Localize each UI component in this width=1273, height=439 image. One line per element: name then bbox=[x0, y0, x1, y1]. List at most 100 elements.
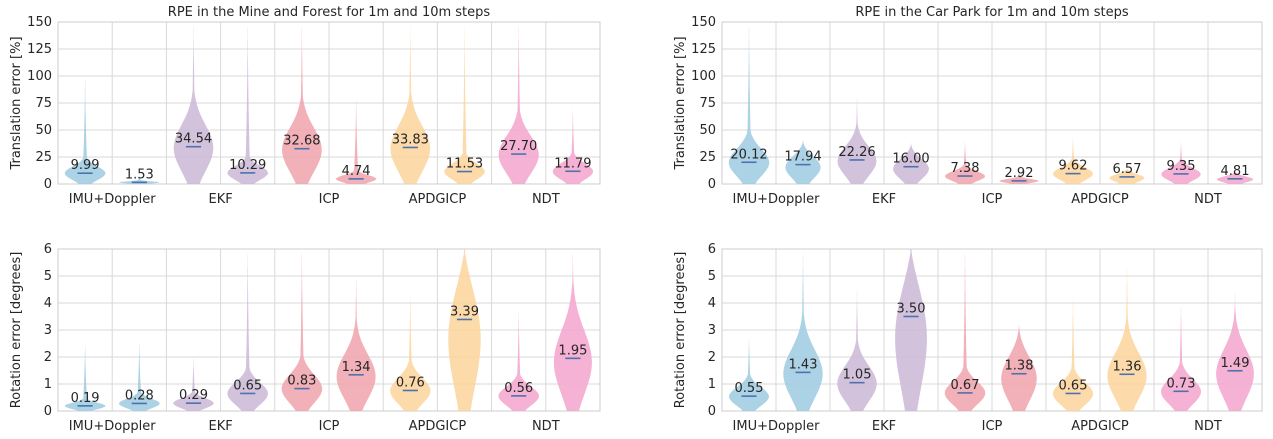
median-value-label: 1.53 bbox=[125, 167, 154, 182]
y-tick-label: 25 bbox=[35, 150, 52, 165]
violin-icp-10m bbox=[335, 97, 377, 184]
x-category-label: EKF bbox=[208, 419, 232, 434]
median-value-label: 0.56 bbox=[504, 381, 533, 396]
violin-ndt-10m bbox=[1216, 289, 1254, 411]
x-category-label: IMU+Doppler bbox=[733, 419, 821, 434]
chart-panel-2: 0 25 50 75 100 125 150 20.12 17.94 22.26 16.00 7.38… bbox=[673, 5, 1263, 207]
median-value-label: 22.26 bbox=[838, 145, 875, 160]
chart-title: RPE in the Car Park for 1m and 10m steps bbox=[855, 5, 1129, 20]
violin-ekf-10m bbox=[893, 143, 929, 184]
y-tick-label: 50 bbox=[35, 123, 52, 138]
y-tick-label: 6 bbox=[44, 242, 52, 257]
median-value-label: 32.68 bbox=[283, 134, 320, 149]
y-tick-label: 6 bbox=[708, 242, 716, 257]
chart-panel-3: 0 1 2 3 4 5 6 0.19 0.28 0.29 0.65 0.83 1.34 0.76 3.39 0… bbox=[9, 242, 601, 434]
violin-imu-1m bbox=[64, 343, 106, 411]
axes-frame bbox=[57, 21, 601, 185]
violin-apdgicp-1m bbox=[1052, 292, 1094, 411]
y-tick-label: 3 bbox=[708, 323, 716, 338]
violin-apdgicp-1m bbox=[1053, 135, 1093, 184]
y-tick-label: 1 bbox=[44, 377, 52, 392]
y-tick-label: 1 bbox=[708, 377, 716, 392]
violin-ekf-1m bbox=[173, 22, 214, 184]
violin-ekf-1m bbox=[173, 357, 214, 411]
median-value-label: 9.99 bbox=[71, 158, 100, 173]
median-value-label: 0.65 bbox=[1059, 378, 1088, 393]
x-category-label: ICP bbox=[982, 192, 1003, 207]
y-tick-label: 0 bbox=[44, 177, 52, 192]
violin-imu-10m bbox=[785, 140, 821, 184]
x-category-label: APDGICP bbox=[409, 192, 467, 207]
median-value-label: 6.57 bbox=[1113, 162, 1142, 177]
x-category-label: IMU+Doppler bbox=[69, 192, 157, 207]
median-value-label: 1.49 bbox=[1221, 356, 1250, 371]
violin-apdgicp-10m bbox=[1107, 262, 1147, 411]
y-tick-label: 5 bbox=[44, 269, 52, 284]
median-value-label: 9.35 bbox=[1167, 159, 1196, 174]
violin-imu-1m bbox=[729, 335, 769, 411]
violin-apdgicp-1m bbox=[390, 289, 431, 411]
violin-icp-1m bbox=[944, 249, 986, 411]
median-value-label: 4.74 bbox=[342, 164, 371, 179]
median-value-label: 20.12 bbox=[730, 147, 767, 162]
y-axis-label: Translation error [%] bbox=[673, 36, 688, 170]
median-value-label: 7.38 bbox=[951, 161, 980, 176]
median-value-label: 4.81 bbox=[1221, 164, 1250, 179]
median-value-label: 2.92 bbox=[1005, 166, 1034, 181]
x-category-label: ICP bbox=[319, 192, 340, 207]
chart-panel-1: 0 25 50 75 100 125 150 9.99 1.53 34.54 10.29 32.68 4… bbox=[9, 5, 601, 207]
median-value-label: 17.94 bbox=[784, 150, 821, 165]
violin-ekf-10m bbox=[227, 249, 269, 411]
median-value-label: 0.29 bbox=[179, 388, 208, 403]
x-category-label: APDGICP bbox=[1071, 192, 1129, 207]
median-value-label: 1.38 bbox=[1005, 359, 1034, 374]
median-value-label: 11.53 bbox=[446, 157, 483, 172]
median-value-label: 0.73 bbox=[1167, 376, 1196, 391]
median-value-label: 1.95 bbox=[558, 343, 587, 358]
y-tick-label: 125 bbox=[27, 42, 52, 57]
median-value-label: 9.62 bbox=[1059, 159, 1088, 174]
y-tick-label: 4 bbox=[708, 296, 716, 311]
y-tick-label: 3 bbox=[44, 323, 52, 338]
violin-icp-10m bbox=[1001, 324, 1037, 411]
y-tick-label: 75 bbox=[699, 96, 716, 111]
chart-panel-4: 0 1 2 3 4 5 6 0.55 1.43 1.05 3.50 0.67 1.38 0.65 1.36 0… bbox=[673, 242, 1263, 434]
x-category-label: NDT bbox=[532, 192, 560, 207]
y-tick-label: 2 bbox=[44, 350, 52, 365]
violin-icp-1m bbox=[281, 249, 323, 411]
median-value-label: 3.39 bbox=[450, 304, 479, 319]
violin-ndt-1m bbox=[1161, 140, 1201, 184]
median-value-label: 16.00 bbox=[892, 152, 929, 167]
y-tick-label: 5 bbox=[708, 269, 716, 284]
median-value-label: 3.50 bbox=[897, 302, 926, 317]
median-value-label: 27.70 bbox=[500, 139, 537, 154]
violin-icp-1m bbox=[945, 140, 985, 184]
axes-frame bbox=[57, 248, 601, 412]
x-category-label: ICP bbox=[319, 419, 340, 434]
median-value-label: 0.55 bbox=[735, 381, 764, 396]
y-tick-label: 125 bbox=[691, 42, 716, 57]
x-category-label: APDGICP bbox=[409, 419, 467, 434]
y-tick-label: 50 bbox=[699, 123, 716, 138]
x-category-label: IMU+Doppler bbox=[69, 419, 157, 434]
y-tick-label: 2 bbox=[708, 350, 716, 365]
violin-ekf-1m bbox=[837, 95, 877, 184]
x-category-label: APDGICP bbox=[1071, 419, 1129, 434]
x-category-label: NDT bbox=[1194, 192, 1222, 207]
y-tick-label: 100 bbox=[27, 69, 52, 84]
median-value-label: 0.76 bbox=[396, 375, 425, 390]
y-tick-label: 150 bbox=[691, 15, 716, 30]
median-value-label: 11.79 bbox=[554, 156, 591, 171]
median-value-label: 1.34 bbox=[342, 360, 371, 375]
x-category-label: EKF bbox=[208, 192, 232, 207]
violin-ndt-1m bbox=[498, 22, 539, 184]
y-axis-label: Translation error [%] bbox=[9, 36, 24, 170]
x-category-label: NDT bbox=[1194, 419, 1222, 434]
violin-ndt-10m bbox=[1216, 171, 1254, 184]
median-value-label: 1.05 bbox=[843, 368, 872, 383]
axes-frame bbox=[721, 21, 1263, 185]
median-value-label: 0.83 bbox=[287, 374, 316, 389]
y-tick-label: 100 bbox=[691, 69, 716, 84]
violin-icp-1m bbox=[282, 22, 322, 184]
violin-apdgicp-1m bbox=[390, 22, 431, 184]
